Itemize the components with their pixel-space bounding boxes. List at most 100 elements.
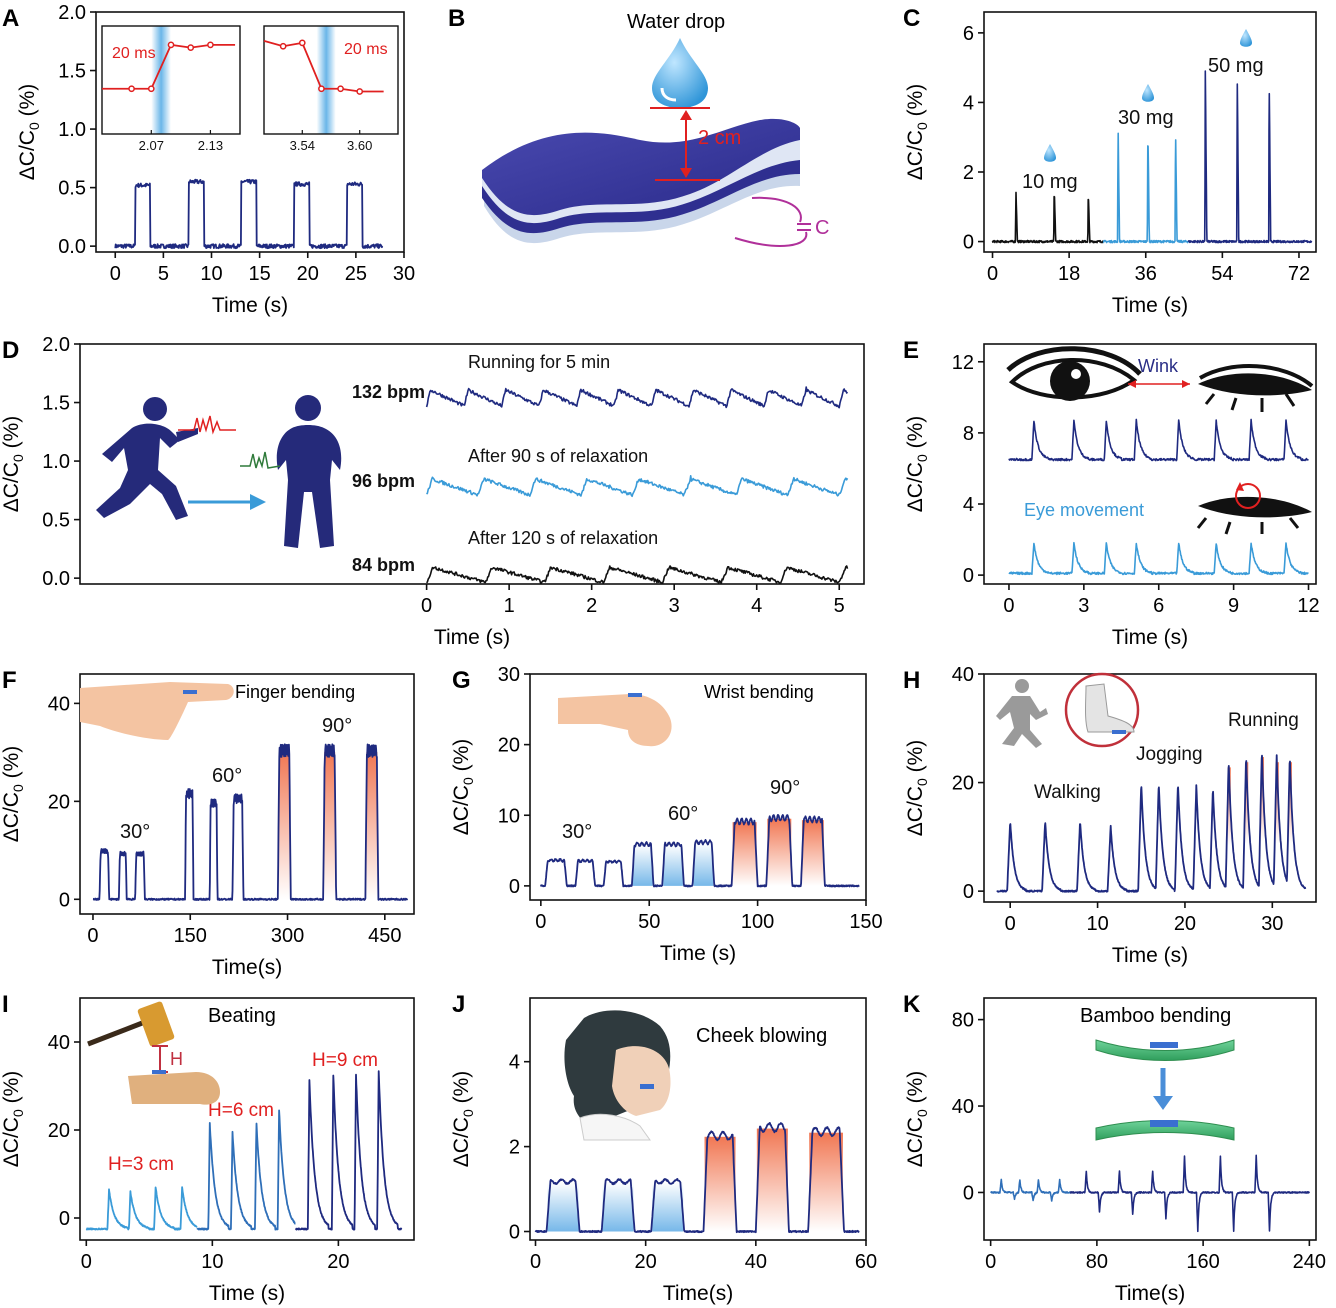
eye-movement-label: Eye movement	[1024, 500, 1144, 520]
pulse-fill	[704, 1136, 736, 1232]
x-tick-label: 20	[635, 1251, 657, 1273]
panel-letter-f: F	[2, 667, 17, 694]
x-tick-label: 20	[1174, 913, 1196, 935]
chart-e: 0 3 6 9 12 0 4 8 12 Time (s) ΔC/C0 (%)	[904, 343, 1320, 649]
y-tick-label: 2	[963, 162, 974, 184]
bamboo-illustration: Bamboo bending	[1080, 1005, 1235, 1141]
drop-icon	[1044, 144, 1056, 162]
foot-illustration	[996, 672, 1140, 748]
inset-fall: 3.54 3.60 20 ms	[263, 25, 399, 153]
chart-d: 0 1 2 3 4 5 0.0 0.5 1.0 1.5 2.0 Time (s) ΔC/C0 (%) Ru…	[0, 334, 865, 649]
pulse-fill	[602, 1182, 634, 1232]
fist-sensor-pad	[152, 1070, 166, 1074]
gait-label: Jogging	[1136, 744, 1203, 765]
panel-letter-c: C	[903, 5, 920, 32]
condition-caption: After 120 s of relaxation	[468, 528, 658, 548]
y-tick-label: 40	[48, 1032, 70, 1054]
bamboo-top	[1095, 1039, 1235, 1061]
finger-sensor-pad	[183, 690, 197, 694]
x-tick-label: 72	[1288, 263, 1310, 285]
eye-signal-line	[1008, 541, 1309, 576]
drop-icon	[1142, 84, 1154, 102]
pulse-fill	[663, 844, 683, 886]
y-axis-label: ΔC/C0 (%)	[904, 740, 930, 837]
bpm-label: 96 bpm	[352, 471, 415, 491]
sensor-top-sheet	[482, 118, 800, 216]
peak-fill	[1227, 767, 1231, 846]
y-tick-label: 2.0	[58, 2, 86, 24]
y-tick-label: 2	[509, 1137, 520, 1159]
chart-g: 0 50 100 150 0 10 20 30 Time (s) ΔC/C0 (%) 30° 60° 9…	[450, 664, 883, 965]
x-tick-label: 3	[669, 595, 680, 617]
pulse-fill	[652, 1182, 684, 1232]
x-tick-label: 300	[271, 925, 304, 947]
y-tick-label: 1.5	[58, 61, 86, 83]
signal-line	[92, 743, 409, 901]
y-tick-label: 0	[963, 232, 974, 254]
signal-line	[534, 1122, 860, 1234]
y-axis-label: ΔC/C0 (%)	[904, 84, 930, 181]
y-tick-label: 1.0	[42, 451, 70, 473]
x-axis-label: Time(s)	[1115, 1282, 1185, 1305]
x-tick-label: 40	[745, 1251, 767, 1273]
peak-fill	[1275, 762, 1279, 844]
inset-rise: 2.07 2.13 20 ms	[101, 25, 241, 153]
time-band	[316, 26, 336, 134]
x-tick-label: 100	[741, 911, 774, 933]
x-tick-label: 5	[158, 263, 169, 285]
y-tick-label: 4	[509, 1052, 520, 1074]
y-tick-label: 6	[963, 23, 974, 45]
closed-eye-icon-2	[1198, 496, 1312, 518]
y-tick-label: 80	[952, 1010, 974, 1032]
x-axis-label: Time (s)	[1112, 944, 1188, 967]
peak-fill	[1288, 762, 1292, 844]
plot-frame	[983, 343, 1317, 585]
hammer-illustration: H Beating	[87, 1001, 276, 1105]
angle-label: 30°	[120, 821, 150, 843]
panel-letter-h: H	[903, 667, 920, 694]
x-axis-label: Time (s)	[1112, 626, 1188, 649]
x-tick-label: 0	[985, 1251, 996, 1273]
mass-label: 50 mg	[1208, 55, 1264, 77]
x-tick-label: 0	[421, 595, 432, 617]
y-axis-label: ΔC/C0 (%)	[904, 416, 930, 513]
heart-rate-line	[426, 475, 849, 498]
eye-icons: Wink Eye movement	[1006, 346, 1314, 535]
beating-title: Beating	[208, 1005, 276, 1027]
x-tick-label: 240	[1293, 1251, 1326, 1273]
pulse-fill	[278, 752, 290, 900]
y-axis-label: ΔC/C0 (%)	[0, 746, 26, 843]
finger-illustration: Finger bending	[80, 682, 355, 740]
signal-line	[539, 814, 860, 888]
fist-icon	[128, 1072, 220, 1105]
mass-label: 30 mg	[1118, 107, 1174, 129]
inset-point	[207, 41, 214, 49]
impact-signal-line	[85, 1186, 198, 1231]
pulse-fill	[767, 818, 792, 886]
condition-caption: After 90 s of relaxation	[468, 446, 648, 466]
x-tick-label: 20	[297, 263, 319, 285]
inset-tick-label: 3.60	[347, 138, 372, 153]
y-tick-label: 4	[963, 494, 974, 516]
inset-frame	[101, 25, 241, 135]
x-tick-label: 0	[987, 263, 998, 285]
x-axis-label: Time (s)	[212, 294, 288, 317]
inset-point	[187, 44, 195, 51]
drop-icon	[1240, 29, 1252, 47]
eye-signal-line	[1008, 418, 1309, 462]
ecg-red	[178, 415, 236, 435]
chart-f: 0 150 300 450 0 20 40 Time(s) ΔC/C0 (%) 30° 60° 90°	[0, 673, 415, 979]
y-tick-label: 4	[963, 92, 974, 114]
x-tick-label: 450	[368, 925, 401, 947]
pulse-fill	[801, 820, 824, 886]
x-tick-label: 5	[834, 595, 845, 617]
panel-letter-b: B	[448, 5, 465, 32]
inset-point	[318, 85, 325, 93]
signal-line	[114, 178, 384, 250]
y-tick-label: 12	[952, 352, 974, 374]
rotation-icon	[1235, 483, 1261, 509]
y-tick-label: 40	[48, 693, 70, 715]
gait-signal-line	[996, 754, 1307, 893]
x-tick-label: 0	[110, 263, 121, 285]
x-tick-label: 0	[1003, 595, 1014, 617]
